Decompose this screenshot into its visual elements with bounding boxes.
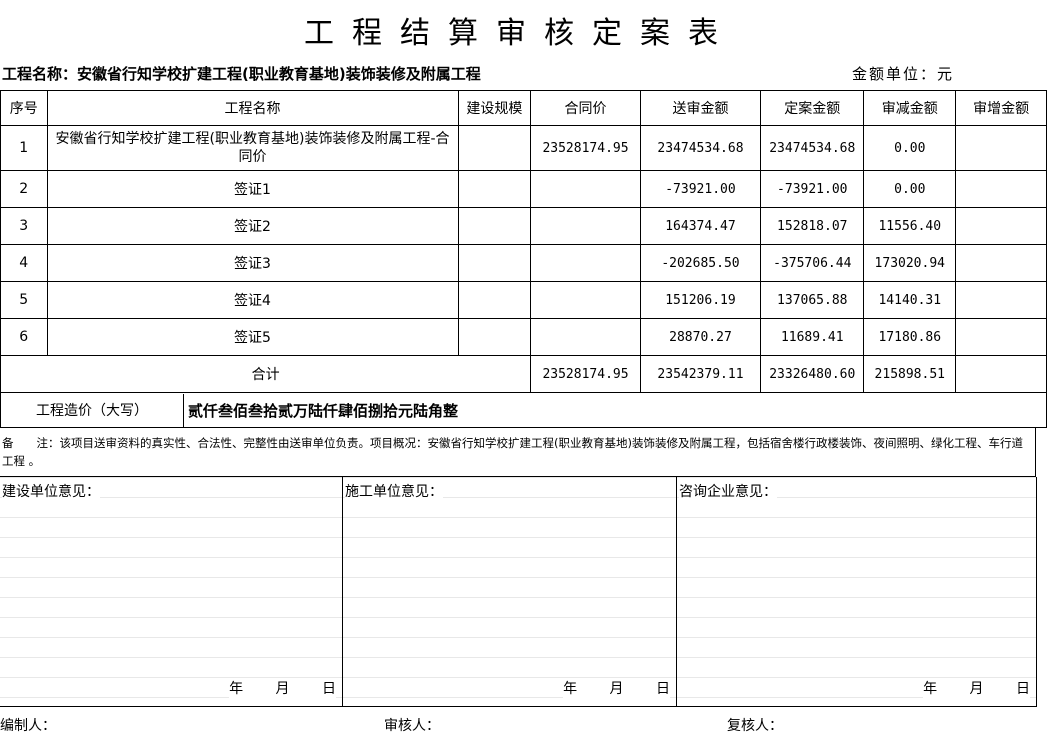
capital-label-cell[interactable]: 工程造价（大写） 贰仟叁佰叁拾贰万陆仟肆佰捌拾元陆角整 [0,392,459,428]
table-cell[interactable]: 14140.31 [863,281,957,319]
header-row: 序号 工程名称 建设规模 合同价 送审金额 定案金额 审减金额 审增金额 [0,90,1047,126]
table-cell[interactable]: 签证2 [46,207,459,245]
table-cell[interactable] [457,170,532,208]
table-cell[interactable]: -202685.50 [639,244,762,282]
consultant-opinion-date: 年 月 日 [923,678,1030,698]
notes: 备 注：该项目送审资料的真实性、合法性、完整性由送审单位负责。项目概况：安徽省行… [0,428,1036,477]
table-cell[interactable] [955,207,1047,245]
reviewer-label: 审核人： [384,718,440,734]
table-cell[interactable] [955,281,1047,319]
header-cell[interactable]: 审减金额 [863,90,957,126]
table-cell[interactable]: 151206.19 [639,281,762,319]
table-row: 5 签证4 151206.19 137065.88 14140.31 [0,281,1047,319]
header-cell[interactable]: 审增金额 [955,90,1047,126]
table-row: 4 签证3 -202685.50 -375706.44 173020.94 [0,244,1047,282]
capital-row: 工程造价（大写） 贰仟叁佰叁拾贰万陆仟肆佰捌拾元陆角整 [0,392,1047,428]
total-reduced[interactable]: 215898.51 [863,355,957,393]
capital-value: 贰仟叁佰叁拾贰万陆仟肆佰捌拾元陆角整 [188,401,459,420]
owner-opinion-label: 建设单位意见： [2,481,100,501]
table-cell[interactable]: 11689.41 [760,318,865,356]
table-cell[interactable] [955,244,1047,282]
total-contract[interactable]: 23528174.95 [530,355,641,393]
table-cell[interactable]: 23528174.95 [530,125,641,171]
total-increased[interactable] [955,355,1047,393]
table-cell[interactable]: 137065.88 [760,281,865,319]
total-label[interactable]: 合计 [0,355,532,393]
table-cell[interactable]: 6 [0,318,48,356]
table-cell[interactable]: 1 [0,125,48,171]
rechecker-label: 复核人： [727,718,783,734]
table-cell[interactable]: 0.00 [863,125,957,171]
table-row: 6 签证5 28870.27 11689.41 17180.86 [0,318,1047,356]
table-cell[interactable]: 2 [0,170,48,208]
table-cell[interactable]: 签证4 [46,281,459,319]
total-row: 合计 23528174.95 23542379.11 23326480.60 2… [0,355,1047,393]
table-cell[interactable]: 17180.86 [863,318,957,356]
table-cell[interactable]: -375706.44 [760,244,865,282]
table-row: 2 签证1 -73921.00 -73921.00 0.00 [0,170,1047,208]
table-cell[interactable]: 173020.94 [863,244,957,282]
owner-opinion[interactable]: 建设单位意见： 年 月 日 [0,477,343,707]
header-cell[interactable]: 序号 [0,90,48,126]
table-cell[interactable]: 3 [0,207,48,245]
contractor-opinion-label: 施工单位意见： [345,481,443,501]
table-row: 3 签证2 164374.47 152818.07 11556.40 [0,207,1047,245]
table-cell[interactable] [530,318,641,356]
consultant-opinion-label: 咨询企业意见： [679,481,777,501]
owner-opinion-date: 年 月 日 [229,678,336,698]
table-cell[interactable]: 5 [0,281,48,319]
table-cell[interactable]: -73921.00 [760,170,865,208]
capital-label: 工程造价（大写） [1,393,184,427]
amount-unit: 金额单位：元 [852,65,955,83]
table-cell[interactable]: 安徽省行知学校扩建工程(职业教育基地)装饰装修及附属工程-合同价 [46,125,459,171]
table-cell[interactable] [955,170,1047,208]
total-submitted[interactable]: 23542379.11 [639,355,762,393]
table-cell[interactable]: 4 [0,244,48,282]
page-title: 工程结算审核定案表 [304,16,736,51]
table-cell[interactable]: 签证1 [46,170,459,208]
table-cell[interactable]: 28870.27 [639,318,762,356]
header-cell[interactable]: 定案金额 [760,90,865,126]
project-name: 工程名称：安徽省行知学校扩建工程(职业教育基地)装饰装修及附属工程 [2,65,481,83]
table-cell[interactable] [457,281,532,319]
consultant-opinion[interactable]: 咨询企业意见： 年 月 日 [677,477,1037,707]
table-cell[interactable]: 152818.07 [760,207,865,245]
header-cell[interactable]: 合同价 [530,90,641,126]
table-cell[interactable] [530,281,641,319]
table-cell[interactable] [955,125,1047,171]
table-cell[interactable] [457,318,532,356]
compiler-label: 编制人： [0,718,56,734]
table-cell[interactable]: 23474534.68 [760,125,865,171]
header-cell[interactable]: 工程名称 [46,90,459,126]
total-approved[interactable]: 23326480.60 [760,355,865,393]
table-cell[interactable]: 签证3 [46,244,459,282]
table-row: 1 安徽省行知学校扩建工程(职业教育基地)装饰装修及附属工程-合同价 2352817… [0,125,1047,171]
table-cell[interactable] [530,244,641,282]
table-cell[interactable]: 23474534.68 [639,125,762,171]
table-cell[interactable] [955,318,1047,356]
header-cell[interactable]: 送审金额 [639,90,762,126]
table-cell[interactable] [530,170,641,208]
contractor-opinion[interactable]: 施工单位意见： 年 月 日 [343,477,677,707]
table-cell[interactable]: 164374.47 [639,207,762,245]
capital-empty[interactable] [458,392,1047,428]
table-cell[interactable]: 签证5 [46,318,459,356]
table-cell[interactable] [457,244,532,282]
table-cell[interactable]: -73921.00 [639,170,762,208]
settlement-table: 序号 工程名称 建设规模 合同价 送审金额 定案金额 审减金额 审增金额 1 安徽… [0,90,1047,428]
table-cell[interactable] [530,207,641,245]
table-cell[interactable] [457,125,532,171]
table-cell[interactable] [457,207,532,245]
table-cell[interactable]: 11556.40 [863,207,957,245]
header-cell[interactable]: 建设规模 [457,90,532,126]
contractor-opinion-date: 年 月 日 [563,678,670,698]
table-cell[interactable]: 0.00 [863,170,957,208]
